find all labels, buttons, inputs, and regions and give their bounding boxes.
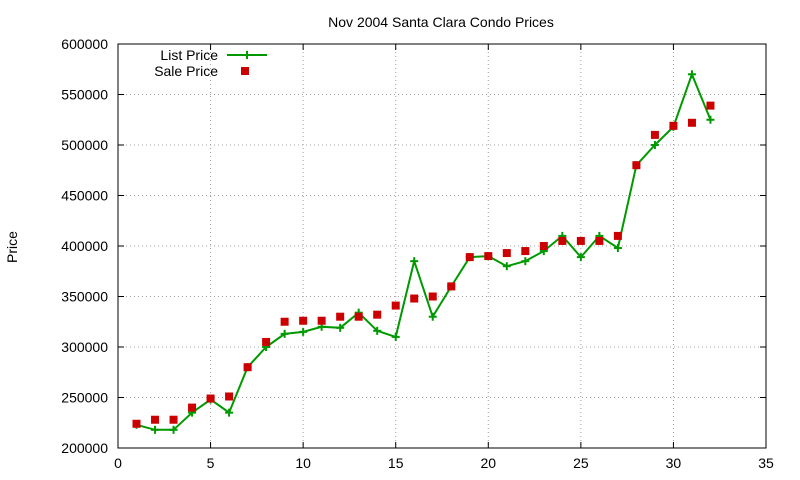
sale-price-point bbox=[188, 403, 197, 412]
list-price-point bbox=[576, 253, 585, 262]
sale-price-point bbox=[465, 253, 474, 262]
sale-price-point bbox=[576, 236, 585, 245]
x-tick-label: 15 bbox=[388, 455, 404, 471]
sale-price-point bbox=[428, 292, 437, 301]
sale-price-point bbox=[484, 252, 493, 261]
list-price-point bbox=[225, 408, 234, 417]
list-price-point bbox=[428, 312, 437, 321]
sale-price-point bbox=[151, 415, 160, 424]
sale-price-point bbox=[225, 392, 234, 401]
axis-ticks: 0 5 10 15 20 25 30 35 200000 250000 300000 350000 40… bbox=[61, 36, 774, 471]
x-tick-label: 20 bbox=[480, 455, 496, 471]
sale-price-point bbox=[262, 337, 271, 346]
series-layer bbox=[132, 70, 715, 434]
sale-price-point bbox=[595, 236, 604, 245]
list-price-point bbox=[391, 332, 400, 341]
x-tick-label: 25 bbox=[573, 455, 589, 471]
legend: List Price Sale Price bbox=[154, 47, 267, 79]
legend-sample-list-price bbox=[227, 51, 267, 59]
x-tick-label: 5 bbox=[207, 455, 215, 471]
legend-sample-sale-price bbox=[241, 67, 249, 75]
sale-price-point bbox=[373, 310, 382, 319]
sale-price-point bbox=[299, 316, 308, 325]
sale-price-point bbox=[632, 161, 641, 170]
plot-frame bbox=[117, 43, 767, 449]
list-price-point bbox=[521, 257, 530, 266]
list-price-point bbox=[410, 257, 419, 266]
legend-label-list-price: List Price bbox=[160, 47, 218, 63]
list-price-point bbox=[502, 262, 511, 271]
sale-price-point bbox=[391, 301, 400, 310]
list-price-point bbox=[169, 425, 178, 434]
list-price-point bbox=[151, 425, 160, 434]
sale-price-point bbox=[521, 247, 530, 256]
sale-price-point bbox=[280, 317, 289, 326]
sale-price-point bbox=[502, 249, 511, 258]
sale-price-point bbox=[539, 242, 548, 250]
y-axis-label: Price bbox=[4, 231, 20, 263]
list-price-point bbox=[373, 326, 382, 335]
list-price-line bbox=[136, 71, 712, 431]
y-tick-label: 600000 bbox=[61, 36, 108, 52]
y-tick-label: 300000 bbox=[61, 339, 108, 355]
sale-price-point bbox=[558, 236, 567, 245]
legend-label-sale-price: Sale Price bbox=[154, 63, 218, 79]
legend-list-marker bbox=[243, 51, 251, 59]
y-tick-label: 250000 bbox=[61, 390, 108, 406]
sale-price-point bbox=[169, 415, 178, 424]
sale-price-point bbox=[447, 282, 456, 291]
sale-price-point bbox=[613, 231, 622, 240]
sale-price-point bbox=[669, 121, 678, 130]
x-tick-label: 35 bbox=[758, 455, 774, 471]
sale-price-point bbox=[132, 419, 141, 428]
y-tick-label: 400000 bbox=[61, 238, 108, 254]
sale-price-point bbox=[410, 294, 419, 303]
x-tick-label: 0 bbox=[114, 455, 122, 471]
sale-price-point bbox=[243, 363, 252, 372]
sale-price-point bbox=[206, 394, 215, 403]
sale-price-point bbox=[706, 101, 715, 110]
list-price-point bbox=[299, 327, 308, 336]
list-price-point bbox=[687, 70, 696, 79]
list-price-point bbox=[650, 141, 659, 149]
grid bbox=[118, 44, 766, 448]
sale-price-point bbox=[354, 312, 363, 321]
list-price-point bbox=[280, 329, 289, 338]
sale-price-point bbox=[317, 316, 326, 325]
list-price-point bbox=[613, 244, 622, 253]
y-tick-label: 200000 bbox=[61, 440, 108, 456]
sale-price-point bbox=[687, 118, 696, 127]
sale-price-point bbox=[650, 130, 659, 139]
y-tick-label: 550000 bbox=[61, 87, 108, 103]
x-tick-label: 30 bbox=[666, 455, 682, 471]
y-tick-label: 500000 bbox=[61, 137, 108, 153]
list-price-point bbox=[706, 115, 715, 124]
y-tick-label: 450000 bbox=[61, 188, 108, 204]
legend-sale-marker bbox=[241, 67, 249, 75]
y-tick-label: 350000 bbox=[61, 289, 108, 305]
x-tick-label: 10 bbox=[295, 455, 311, 471]
list-price-point bbox=[336, 323, 345, 332]
chart-title: Nov 2004 Santa Clara Condo Prices bbox=[328, 14, 554, 30]
sale-price-point bbox=[336, 312, 345, 321]
